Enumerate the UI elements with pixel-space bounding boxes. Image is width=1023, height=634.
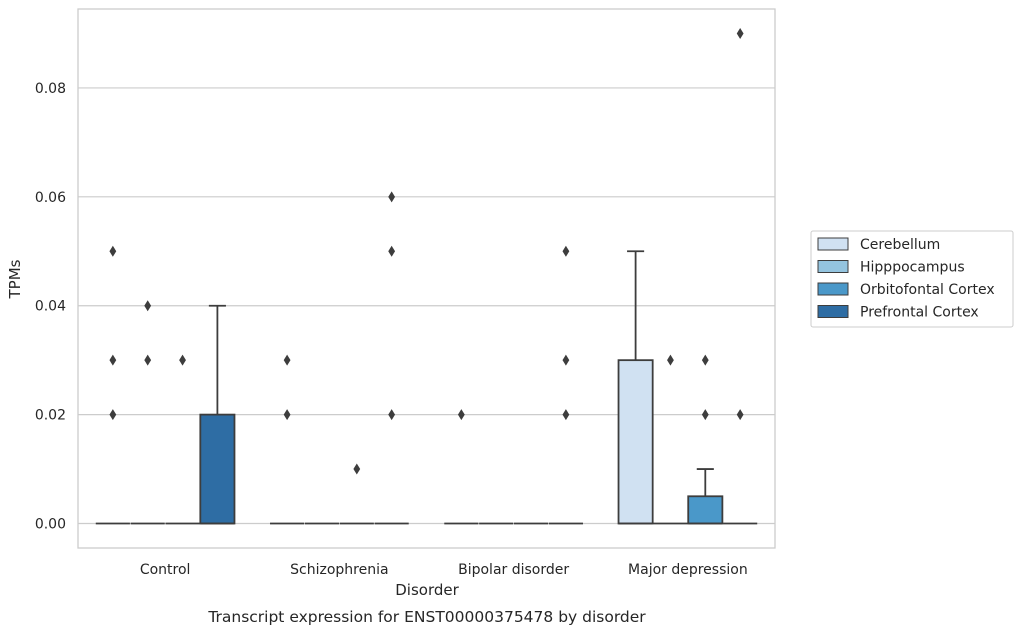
box-group: [130, 300, 165, 525]
outlier-marker: [562, 409, 570, 421]
box: [199, 413, 236, 525]
x-tick-label: Schizophrenia: [290, 562, 388, 578]
box-group: [270, 354, 305, 525]
outlier-marker: [283, 409, 291, 421]
legend-label: Hipppocampus: [860, 260, 965, 276]
outlier-marker: [109, 354, 117, 366]
x-tick-label: Control: [140, 562, 191, 578]
outlier-marker: [701, 409, 709, 421]
y-tick-label: 0.08: [35, 81, 66, 97]
outlier-marker: [388, 245, 396, 257]
box-group: [339, 463, 374, 525]
x-tick-label: Major depression: [628, 562, 748, 578]
outlier-marker: [179, 354, 186, 366]
grid-lines: [78, 87, 775, 525]
box-group: [165, 354, 200, 525]
box: [617, 359, 654, 525]
legend-swatch: [817, 237, 849, 251]
outlier-marker: [701, 354, 709, 366]
outlier-marker: [457, 409, 465, 421]
box-group: [199, 304, 236, 525]
outlier-marker: [562, 245, 570, 257]
x-axis-label: Disorder: [395, 581, 459, 599]
outlier-marker: [144, 300, 152, 312]
plot-area-frame: [77, 8, 776, 549]
outlier-marker: [283, 354, 291, 366]
outlier-marker: [736, 28, 744, 39]
chart-caption: Transcript expression for ENST0000037547…: [207, 608, 646, 626]
outlier-marker: [109, 245, 117, 257]
box-group: [374, 191, 409, 525]
y-tick-label: 0.06: [35, 190, 66, 206]
legend-swatch: [817, 305, 849, 318]
outlier-marker: [736, 409, 744, 421]
y-tick-label: 0.00: [35, 517, 66, 533]
y-tick-label: 0.02: [35, 408, 66, 424]
box-group: [548, 245, 583, 525]
legend-frame: [810, 230, 1014, 328]
outlier-marker: [109, 409, 117, 421]
x-axis-ticks: Control Schizophrenia Bipolar disorder Majo…: [140, 562, 748, 578]
box-group: [444, 409, 479, 525]
legend-swatch: [817, 260, 849, 273]
x-tick-label: Bipolar disorder: [458, 562, 569, 578]
outlier-marker: [667, 354, 674, 366]
y-tick-label: 0.04: [35, 299, 66, 315]
outlier-marker: [144, 354, 152, 366]
legend-label: Prefrontal Cortex: [860, 305, 979, 321]
outlier-marker: [562, 354, 570, 366]
box: [687, 495, 724, 525]
legend-swatch: [817, 282, 849, 296]
box-group: [687, 354, 724, 525]
box-group: [723, 28, 758, 525]
box-group: [617, 250, 654, 525]
legend: Cerebellum Hipppocampus Orbitofontal Corte…: [810, 230, 1014, 328]
box-group: [95, 245, 130, 525]
outlier-marker: [353, 463, 361, 475]
y-axis-ticks: 0.00 0.02 0.04 0.06 0.08: [35, 81, 66, 533]
outlier-marker: [388, 409, 396, 421]
boxes: [95, 28, 758, 525]
outlier-marker: [388, 191, 396, 203]
legend-label: Orbitofontal Cortex: [860, 282, 995, 298]
y-axis-label: TPMs: [6, 259, 24, 299]
box-group: [653, 354, 688, 525]
legend-label: Cerebellum: [860, 237, 940, 253]
